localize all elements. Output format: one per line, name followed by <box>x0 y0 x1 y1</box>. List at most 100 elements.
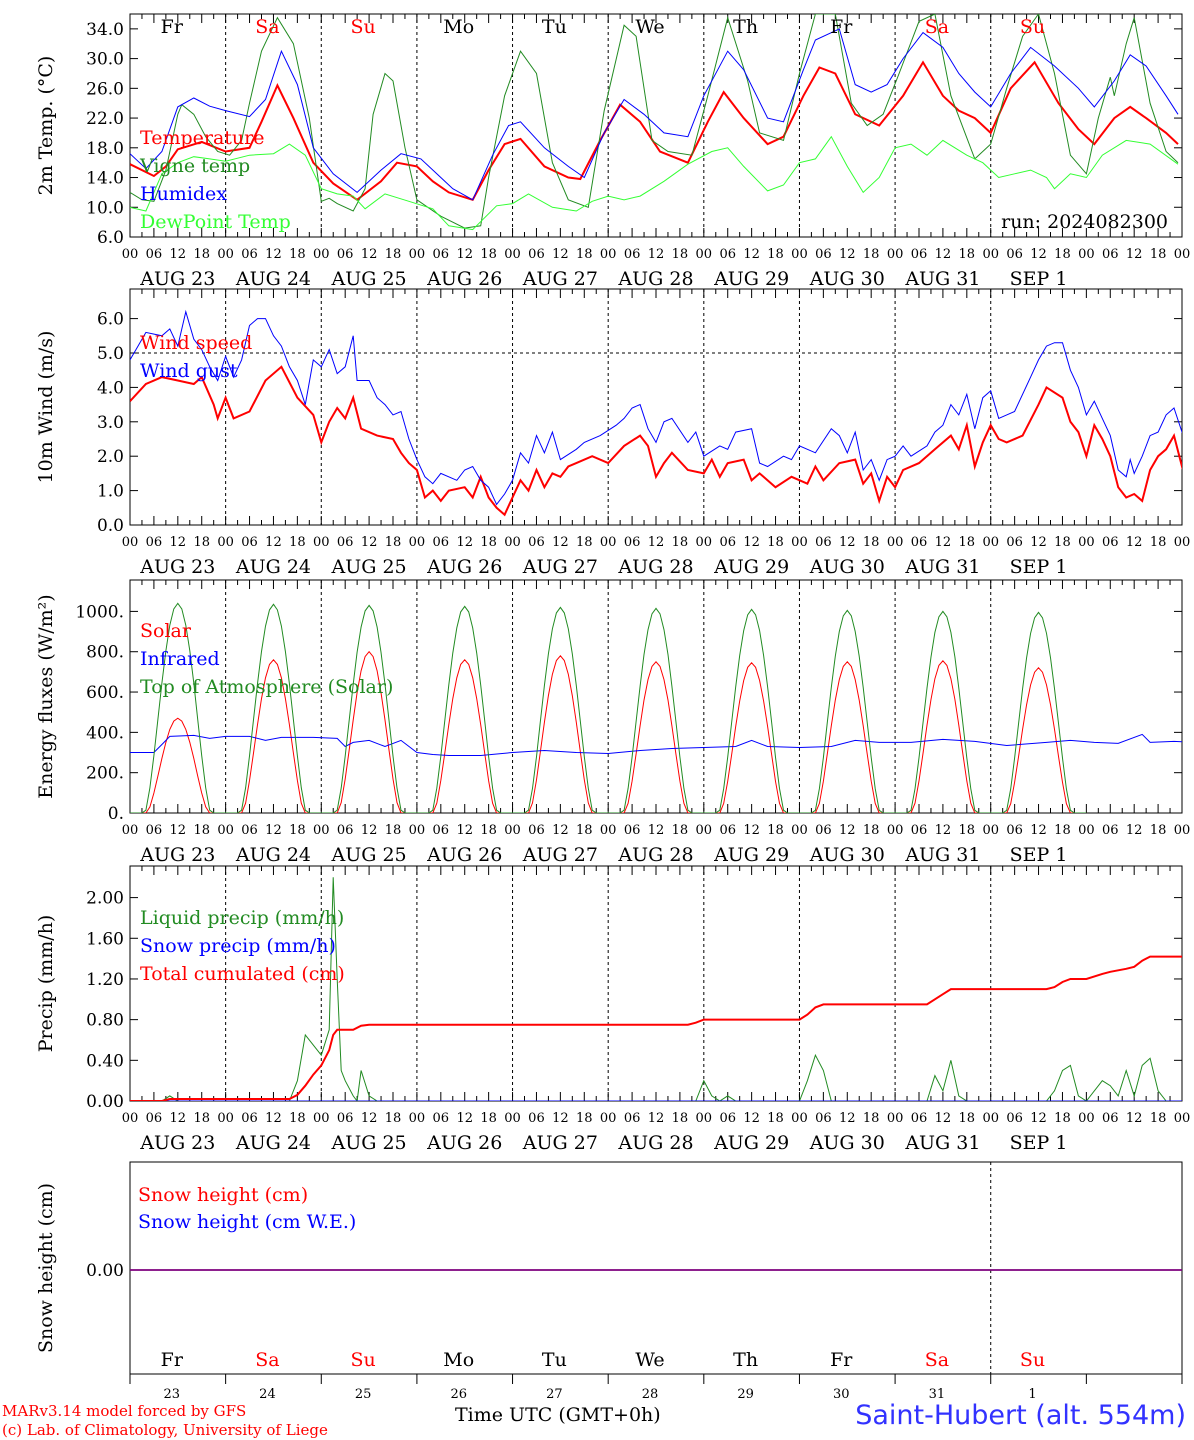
hour-tick-label: 18 <box>289 535 306 550</box>
hour-tick-label: 06 <box>241 535 258 550</box>
hour-tick-label: 00 <box>217 535 234 550</box>
hour-tick-label: 00 <box>600 247 617 262</box>
hour-tick-label: 12 <box>648 535 665 550</box>
date-label: SEP 1 <box>1010 268 1068 290</box>
hour-tick-label: 00 <box>1078 1111 1095 1126</box>
hour-tick-label: 00 <box>504 823 521 838</box>
hour-tick-label: 12 <box>1126 247 1143 262</box>
hour-tick-label: 18 <box>959 535 976 550</box>
run-annotation: run: 2024082300 <box>1001 211 1168 233</box>
weekday-label: Fr <box>830 16 853 38</box>
y-axis-4: 0.00 0.40 0.80 1.20 1.60 2.00 Precip (mm/h) <box>35 889 1182 1112</box>
hour-tick-label: 18 <box>576 823 593 838</box>
hour-tick-label: 12 <box>1126 823 1143 838</box>
hour-tick-label: 12 <box>265 1111 282 1126</box>
series-group <box>130 602 1182 813</box>
y-axis-2: 0.0 1.0 2.0 3.0 4.0 5.0 6.0 10m Wind (m/s) <box>35 310 1182 536</box>
hour-tick-label: 06 <box>528 1111 545 1126</box>
series-line <box>130 602 1087 813</box>
date-label: AUG 23 <box>139 844 215 866</box>
hour-tick-label: 12 <box>1030 247 1047 262</box>
hour-tick-label: 12 <box>648 247 665 262</box>
hour-tick-label: 18 <box>289 823 306 838</box>
hour-tick-label: 12 <box>361 823 378 838</box>
weekday-label: Mo <box>443 1349 474 1371</box>
series-group <box>130 877 1182 1101</box>
y-tick-label: 22.0 <box>86 109 124 129</box>
hour-tick-label: 06 <box>1102 535 1119 550</box>
hour-tick-label: 06 <box>815 535 832 550</box>
panel-2: 00 06 12 18 00 06 12 18 00 06 12 18 00 06 12 18 00 06 12 18… <box>122 288 1190 578</box>
hour-tick-label: 12 <box>456 1111 473 1126</box>
date-label: AUG 27 <box>522 844 598 866</box>
hour-tick-label: 12 <box>265 823 282 838</box>
hour-tick-label: 06 <box>719 1111 736 1126</box>
hour-tick-label: 18 <box>959 247 976 262</box>
y-tick-label: 1.20 <box>86 970 124 990</box>
weekday-label: Th <box>733 16 758 38</box>
hour-tick-label: 18 <box>480 247 497 262</box>
hour-tick-label: 12 <box>743 1111 760 1126</box>
hour-tick-label: 18 <box>480 535 497 550</box>
weekday-label: Sa <box>925 1349 949 1371</box>
y-tick-label: 1.60 <box>86 929 124 949</box>
y-tick-label: 0.40 <box>86 1051 124 1071</box>
hour-tick-label: 06 <box>433 823 450 838</box>
hour-tick-label: 18 <box>193 247 210 262</box>
hour-tick-label: 18 <box>193 535 210 550</box>
day-number: 1 <box>1028 1387 1036 1402</box>
hour-tick-label: 06 <box>911 1111 928 1126</box>
hour-tick-label: 06 <box>528 247 545 262</box>
hour-tick-label: 18 <box>385 535 402 550</box>
date-label: AUG 30 <box>809 1132 885 1154</box>
hour-tick-label: 00 <box>504 1111 521 1126</box>
hour-tick-label: 12 <box>361 1111 378 1126</box>
date-label: AUG 26 <box>426 268 502 290</box>
date-label: AUG 29 <box>713 1132 789 1154</box>
model-credit: MARv3.14 model forced by GFS <box>2 1402 247 1420</box>
hour-tick-label: 00 <box>696 247 713 262</box>
y-tick-label: 18.0 <box>86 139 124 159</box>
hour-tick-label: 12 <box>552 247 569 262</box>
legend-entry: Top of Atmosphere (Solar) <box>140 676 393 698</box>
hour-tick-label: 06 <box>146 247 163 262</box>
date-label: AUG 26 <box>426 1132 502 1154</box>
hour-tick-label: 06 <box>719 823 736 838</box>
date-label: AUG 25 <box>331 268 407 290</box>
hour-tick-label: 12 <box>1030 1111 1047 1126</box>
hour-tick-label: 12 <box>1126 1111 1143 1126</box>
hour-tick-label: 06 <box>241 823 258 838</box>
hour-tick-label: 18 <box>193 1111 210 1126</box>
weekday-label: Sa <box>255 1349 279 1371</box>
hour-tick-label: 12 <box>648 823 665 838</box>
y-axis-5: 0.00 Snow height (cm) <box>35 1183 1182 1353</box>
date-label: AUG 24 <box>235 268 311 290</box>
hour-tick-label: 12 <box>839 535 856 550</box>
date-label: AUG 29 <box>713 556 789 578</box>
hour-tick-label: 00 <box>313 535 330 550</box>
y-tick-label: 30.0 <box>86 50 124 70</box>
hour-tick-label: 12 <box>935 247 952 262</box>
hour-tick-label: 12 <box>265 247 282 262</box>
hour-tick-label: 06 <box>911 247 928 262</box>
hour-tick-label: 18 <box>576 1111 593 1126</box>
y-tick-label: 200. <box>86 764 124 784</box>
hour-tick-label: 00 <box>1078 823 1095 838</box>
hour-tick-label: 00 <box>887 823 904 838</box>
y-tick-label: 800. <box>86 643 124 663</box>
date-label: AUG 29 <box>713 844 789 866</box>
weekday-label: Su <box>1020 1349 1045 1371</box>
hour-tick-label: 00 <box>1174 1111 1191 1126</box>
hour-tick-label: 18 <box>576 535 593 550</box>
weekday-label: Fr <box>830 1349 853 1371</box>
hour-tick-label: 18 <box>672 1111 689 1126</box>
panel-1: 00 06 12 18 00 06 12 18 00 06 12 18 00 06 12 18 00 06 12 18… <box>122 13 1190 290</box>
y-axis-label: 2m Temp. (°C) <box>35 56 57 196</box>
hour-tick-label: 06 <box>337 1111 354 1126</box>
date-label: AUG 30 <box>809 556 885 578</box>
date-label: AUG 29 <box>713 268 789 290</box>
date-label: AUG 27 <box>522 556 598 578</box>
hour-tick-label: 06 <box>146 823 163 838</box>
hour-tick-label: 18 <box>576 247 593 262</box>
